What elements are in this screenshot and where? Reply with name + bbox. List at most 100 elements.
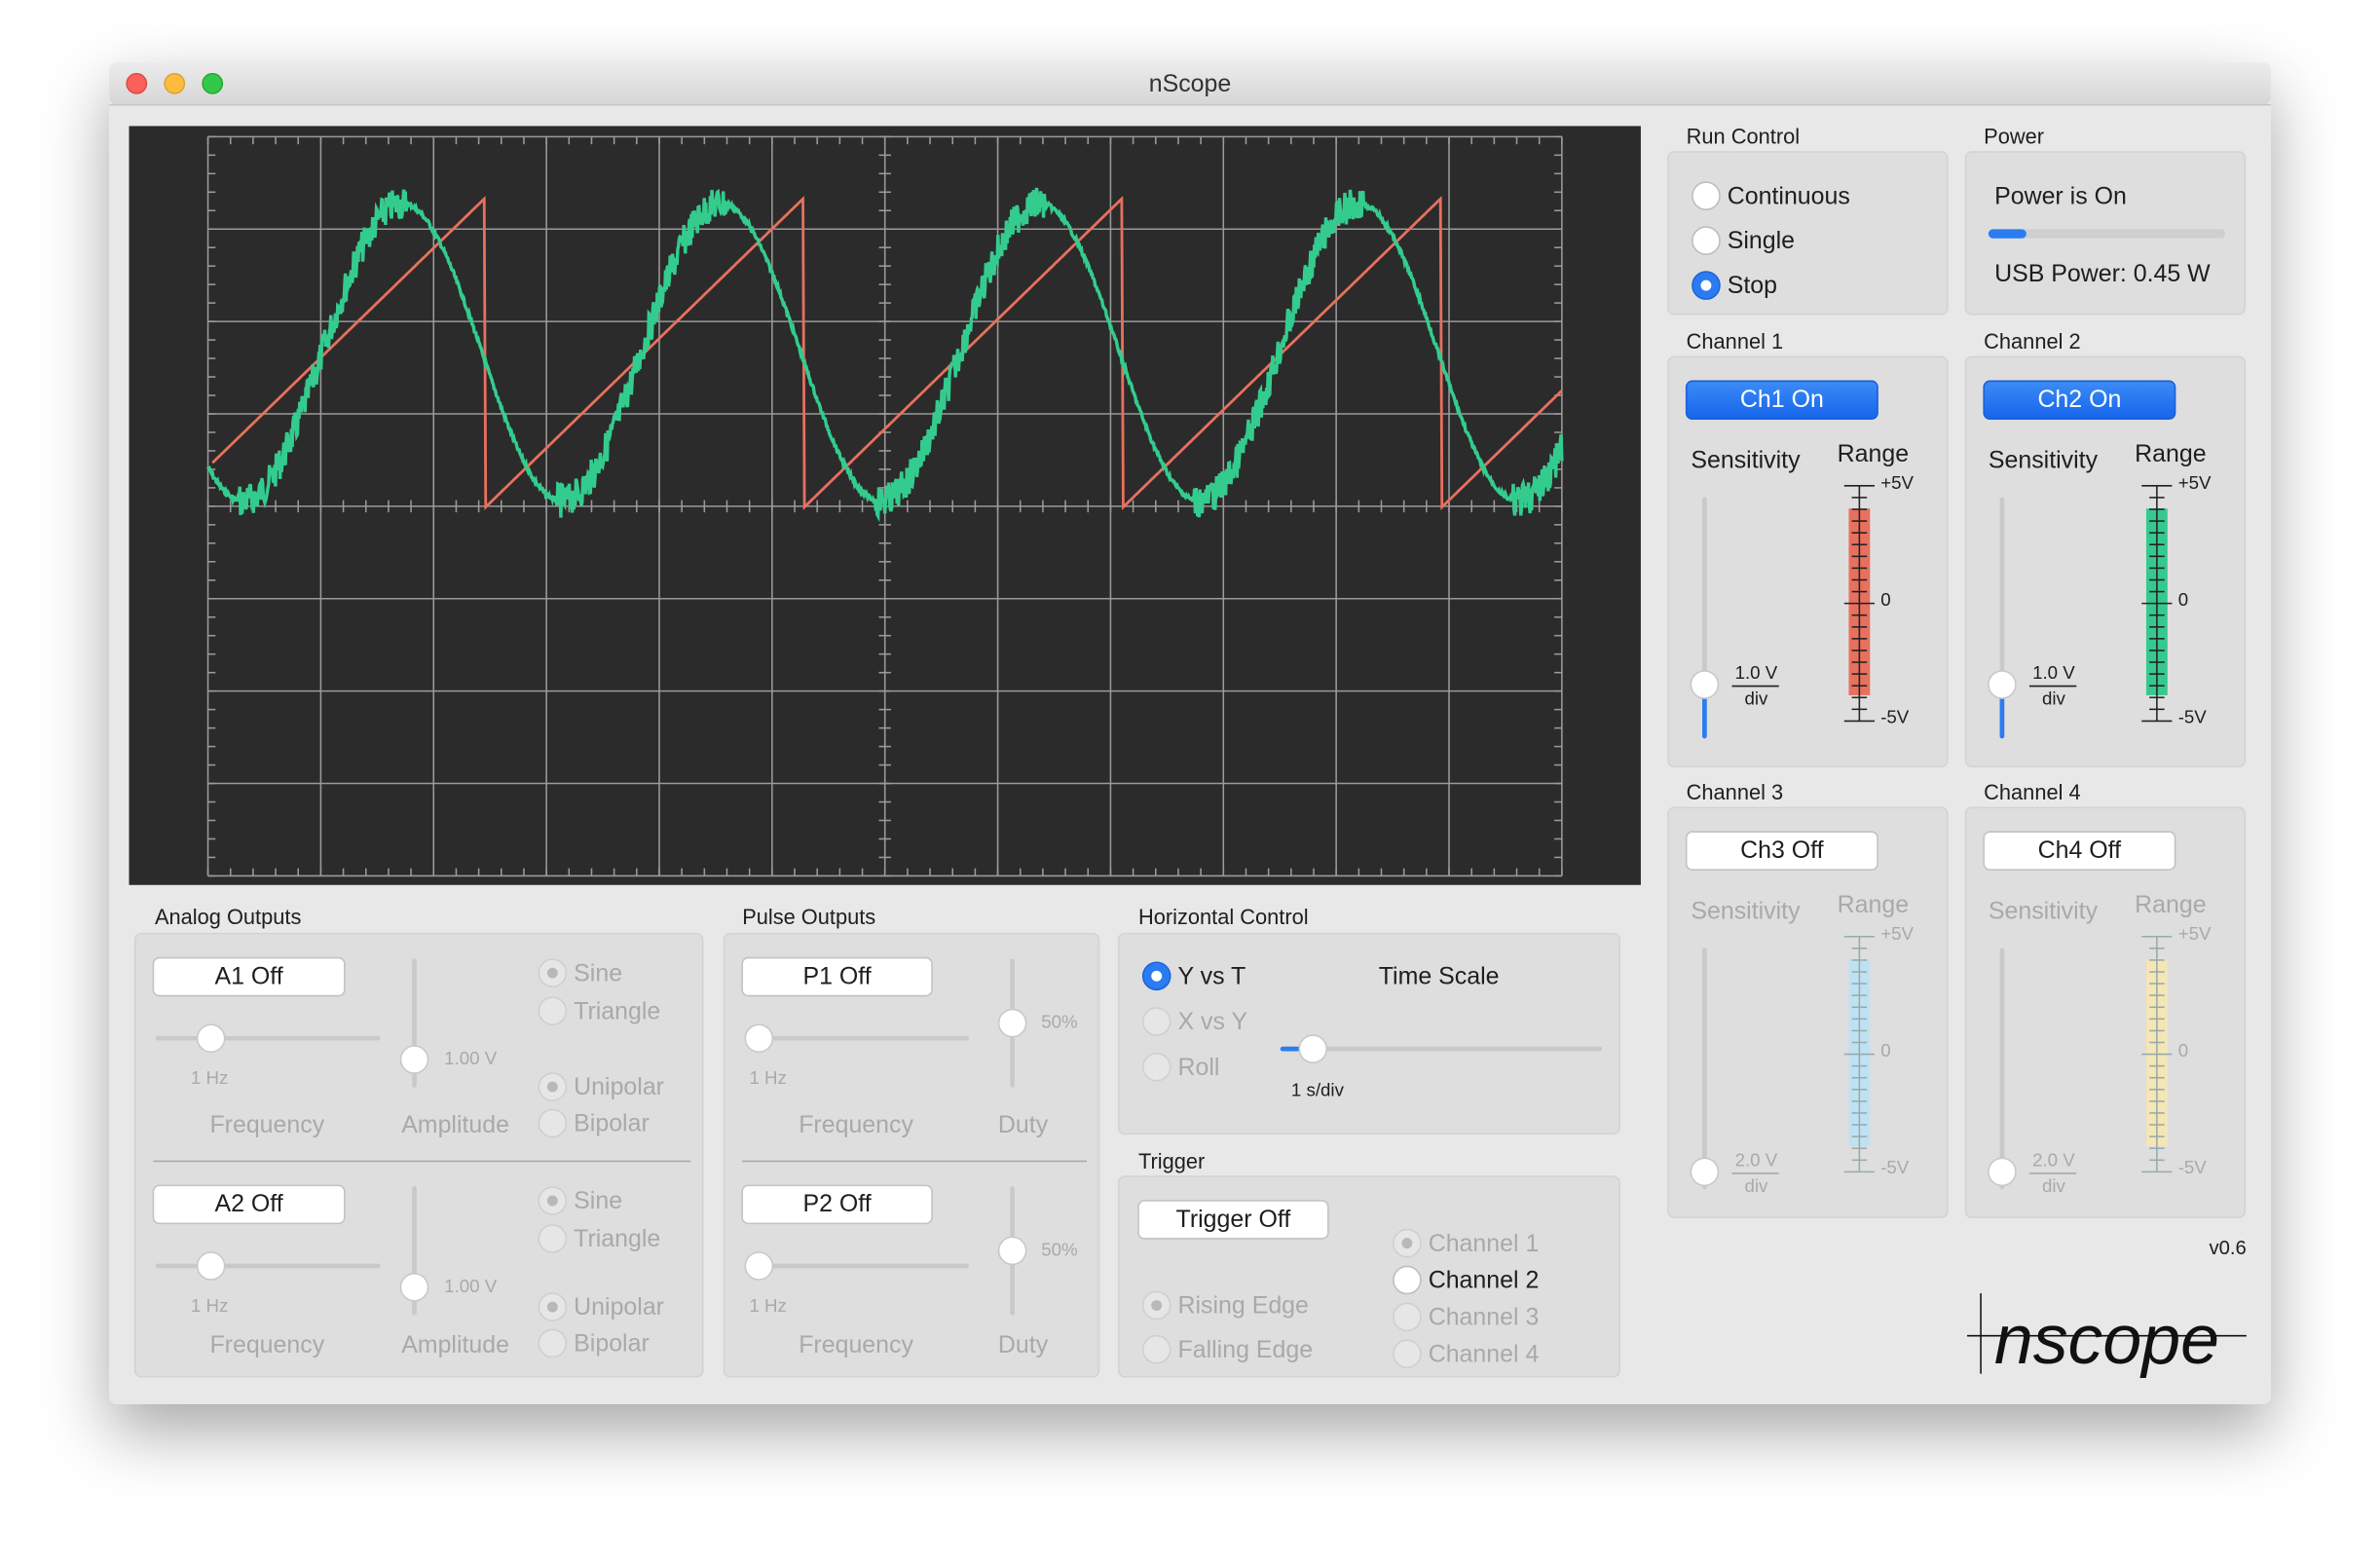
radio-label: Falling Edge [1178, 1336, 1314, 1363]
radio-label: Sine [574, 1187, 622, 1214]
radio-label: Y vs T [1178, 962, 1246, 989]
label: Frequency [799, 1111, 913, 1138]
radio-button[interactable] [538, 996, 568, 1025]
button[interactable] [741, 956, 933, 997]
label: Duty [998, 1111, 1049, 1138]
radio-button[interactable] [538, 1108, 568, 1138]
title-bar [109, 61, 2271, 105]
slider-knob[interactable] [997, 1008, 1027, 1038]
button-label: Ch1 On [1740, 386, 1824, 413]
section-title: Horizontal Control [1138, 905, 1309, 929]
zoom-button[interactable] [202, 72, 224, 94]
label: 50% [1041, 1239, 1077, 1259]
button[interactable] [1685, 380, 1878, 421]
radio-label: Bipolar [574, 1110, 650, 1137]
radio-label: Continuous [1728, 182, 1850, 209]
range-label: -5V [2178, 706, 2208, 726]
button-label: P2 Off [803, 1190, 872, 1217]
label: Range [2135, 891, 2206, 918]
button[interactable] [152, 1184, 346, 1225]
slider-knob[interactable] [1690, 1157, 1720, 1187]
button[interactable] [741, 1184, 933, 1225]
radio-label: Rising Edge [1178, 1292, 1309, 1320]
label: Sensitivity [1691, 446, 1801, 473]
range-label: +5V [2178, 923, 2212, 944]
label: Sensitivity [1691, 897, 1801, 924]
button[interactable] [1685, 831, 1878, 871]
radio-button[interactable] [1692, 226, 1721, 255]
window-title: nScope [1149, 70, 1232, 97]
radio-button[interactable] [1141, 1007, 1171, 1036]
sensitivity-value: 2.0 V [1735, 1149, 1778, 1170]
sensitivity-unit: div [1744, 1175, 1768, 1196]
radio-dot [1151, 970, 1163, 982]
label: Range [2135, 440, 2206, 467]
slider-knob[interactable] [1690, 670, 1720, 699]
button-label: Ch2 On [2037, 386, 2121, 413]
radio-dot [546, 1301, 558, 1313]
sensitivity-value: 1.0 V [1735, 662, 1778, 683]
group-box [1117, 932, 1620, 1135]
slider-knob[interactable] [196, 1023, 226, 1054]
power-bar [1988, 229, 2226, 239]
radio-dot [1151, 1300, 1163, 1311]
label: Amplitude [401, 1111, 509, 1138]
radio-button[interactable] [1393, 1339, 1422, 1369]
slider-knob[interactable] [744, 1251, 774, 1281]
slider-knob[interactable] [1988, 670, 2017, 699]
label: 1 Hz [191, 1295, 228, 1316]
button[interactable] [1983, 380, 2176, 421]
section-title: Analog Outputs [155, 905, 301, 929]
radio-button[interactable] [1141, 1334, 1171, 1364]
sensitivity-value: 1.0 V [2032, 662, 2075, 683]
channel-1-trace [211, 196, 1563, 511]
button-label: Ch4 Off [2038, 837, 2122, 864]
radio-label: Bipolar [574, 1330, 650, 1357]
sensitivity-unit: div [1744, 688, 1768, 709]
range-label: 0 [2178, 1040, 2188, 1060]
label: Amplitude [401, 1331, 509, 1358]
button-label: Trigger Off [1176, 1206, 1291, 1233]
group-box [1667, 806, 1949, 1218]
section-title: Pulse Outputs [742, 905, 875, 929]
button[interactable] [1137, 1200, 1329, 1240]
group-box [1667, 355, 1949, 767]
slider-knob[interactable] [1988, 1157, 2017, 1187]
radio-button[interactable] [1692, 181, 1721, 210]
radio-dot [546, 1081, 558, 1093]
label: 1.00 V [444, 1048, 498, 1068]
radio-label: Stop [1728, 272, 1777, 299]
button-label: P1 Off [803, 962, 872, 989]
minimize-button[interactable] [164, 72, 186, 94]
power-bar-fill [1988, 229, 2027, 239]
version: v0.6 [2210, 1238, 2247, 1259]
radio-label: Triangle [574, 1225, 660, 1252]
radio-button[interactable] [1393, 1265, 1422, 1295]
radio-button[interactable] [538, 1328, 568, 1358]
label: 50% [1041, 1012, 1077, 1032]
radio-label: Roll [1178, 1054, 1220, 1081]
radio-button[interactable] [538, 1224, 568, 1253]
range-label: -5V [2178, 1157, 2208, 1177]
radio-button[interactable] [1393, 1302, 1422, 1332]
label: Range [1838, 440, 1909, 467]
section-title: Channel 4 [1984, 780, 2080, 804]
slider-knob[interactable] [196, 1251, 226, 1281]
button-label: A1 Off [215, 962, 283, 989]
button[interactable] [1983, 831, 2176, 871]
slider-knob[interactable] [997, 1236, 1027, 1266]
button[interactable] [152, 956, 346, 997]
slider-knob[interactable] [399, 1273, 429, 1302]
radio-label: Channel 2 [1429, 1267, 1540, 1294]
slider-knob[interactable] [744, 1023, 774, 1054]
slider-knob[interactable] [1298, 1034, 1328, 1063]
radio-label: Single [1728, 227, 1795, 254]
radio-dot [1401, 1238, 1413, 1249]
close-button[interactable] [126, 72, 148, 94]
radio-label: Channel 1 [1429, 1230, 1540, 1257]
radio-button[interactable] [1141, 1053, 1171, 1082]
group-box [1964, 806, 2247, 1218]
group-box [1667, 151, 1949, 316]
slider-knob[interactable] [399, 1045, 429, 1074]
